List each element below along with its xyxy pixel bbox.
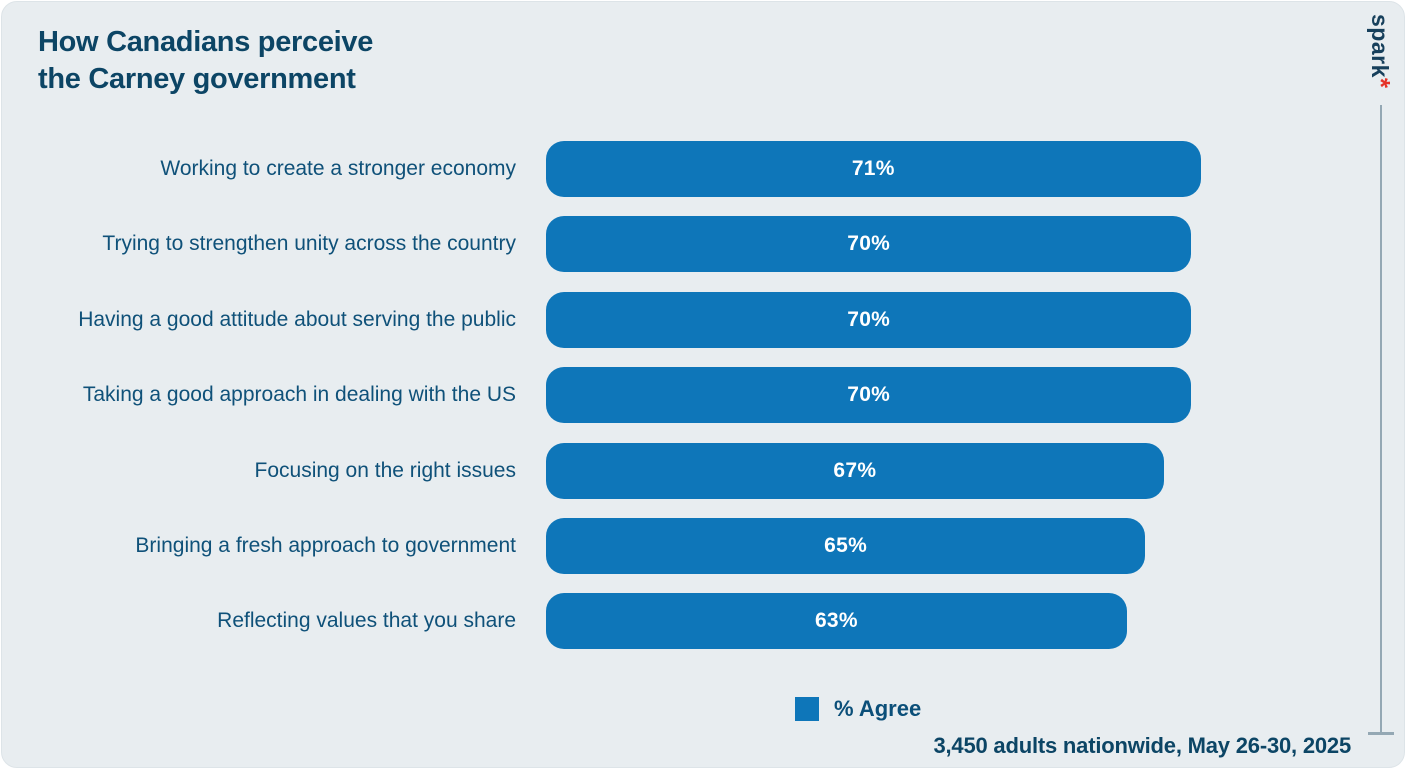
bar-row: Having a good attitude about serving the…	[2, 291, 1406, 348]
bar-value-label: 67%	[833, 458, 877, 482]
spark-logo: spark*	[1365, 14, 1396, 89]
sample-footnote: 3,450 adults nationwide, May 26-30, 2025	[933, 733, 1351, 758]
bar: 63%	[546, 593, 1127, 650]
bar-row: Bringing a fresh approach to government …	[2, 517, 1406, 574]
bar: 70%	[546, 291, 1192, 348]
bar-row: Trying to strengthen unity across the co…	[2, 216, 1406, 273]
bar-chart: Working to create a stronger economy 71%…	[2, 141, 1406, 669]
page-title-line2: the Carney government	[38, 63, 356, 95]
bar-label: Having a good attitude about serving the…	[78, 307, 516, 331]
bar-label: Trying to strengthen unity across the co…	[102, 232, 516, 256]
bar: 67%	[546, 442, 1164, 499]
divider-line-end-cap	[1368, 732, 1394, 735]
page-title-line1: How Canadians perceive	[38, 26, 374, 58]
bar-label: Bringing a fresh approach to government	[135, 533, 516, 557]
divider-line	[1380, 105, 1382, 733]
bar-label: Working to create a stronger economy	[160, 157, 516, 180]
bar-value-label: 70%	[847, 232, 891, 256]
spark-logo-text: spark	[1367, 14, 1393, 78]
bar-label: Reflecting values that you share	[217, 609, 516, 633]
legend: % Agree	[795, 696, 921, 722]
bar-label: Taking a good approach in dealing with t…	[82, 383, 516, 407]
bar: 70%	[546, 216, 1192, 273]
asterisk-icon: *	[1366, 77, 1396, 89]
legend-swatch	[795, 697, 819, 721]
bar-value-label: 63%	[814, 609, 858, 633]
bar-value-label: 71%	[851, 157, 895, 180]
bar-value-label: 70%	[847, 307, 891, 331]
page-title: How Canadians perceive the Carney govern…	[38, 24, 373, 98]
bar: 65%	[546, 517, 1146, 574]
bar-row: Reflecting values that you share 63%	[2, 593, 1406, 650]
bar: 70%	[546, 367, 1192, 424]
bar-value-label: 65%	[824, 533, 868, 557]
bar-row: Focusing on the right issues 67%	[2, 442, 1406, 499]
bar-row: Taking a good approach in dealing with t…	[2, 367, 1406, 424]
bar-row: Working to create a stronger economy 71%	[2, 141, 1406, 197]
bar-label: Focusing on the right issues	[254, 458, 516, 482]
legend-label: % Agree	[834, 696, 922, 721]
bar: 71%	[546, 141, 1201, 197]
bar-value-label: 70%	[847, 383, 891, 407]
